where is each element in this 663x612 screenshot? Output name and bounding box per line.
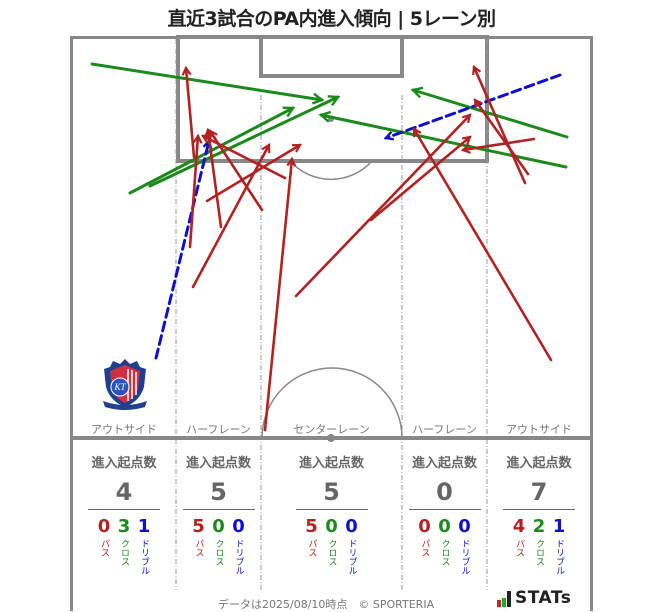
brand-name: STATs [515,588,572,608]
svg-text:KT: KT [113,382,126,392]
pass-label: パス [99,539,109,557]
dribble-count: 0 [232,516,245,537]
dribble-label: ドリブル [346,539,357,575]
cross-label: クロス [534,539,544,566]
dribble-count: 1 [552,516,566,537]
pass-arrow [473,100,530,176]
stats-logo: STATs [497,590,571,607]
pass-arrow [369,137,470,222]
pass-arrow [203,136,287,180]
stat-header: 進入起点数 [185,456,251,471]
lane-dividers [175,39,488,590]
entry-arrows [90,62,569,432]
dribble-count: 1 [137,516,151,537]
pass-arrow [186,68,196,159]
pass-arrow [263,159,292,432]
cross-label: クロス [213,539,224,566]
lane-stat-center: 進入起点数 5 5 パス 0 クロス 0 ドリブル [261,452,402,575]
cross-count: 0 [212,516,225,537]
lane-stat-outside-left: 進入起点数 4 0 パス 3 クロス 1 ドリブル [72,452,176,575]
cross-count: 0 [325,516,338,537]
dribble-count: 0 [458,516,471,537]
cross-label: クロス [439,539,450,566]
pass-label: パス [514,539,524,557]
stat-divider [295,509,368,510]
cross-label: クロス [119,539,129,566]
pass-count: 5 [305,516,318,537]
stat-total: 5 [323,478,340,506]
lane-stat-outside-right: 進入起点数 7 4 パス 2 クロス 1 ドリブル [487,452,591,575]
cross-label: クロス [326,539,337,566]
pass-arrow [412,129,553,362]
centre-spot [327,434,335,442]
pass-arrow [191,145,269,289]
stat-total: 0 [436,478,453,506]
lane-label-halflane-right: ハーフレーン [412,423,477,436]
pass-arrow [474,67,527,185]
dribble-label: ドリブル [459,539,470,575]
stat-header: 進入起点数 [298,456,364,471]
dribble-label: ドリブル [554,539,564,575]
bar-chart-icon [497,591,511,607]
pass-count: 4 [512,516,526,537]
cross-count: 2 [532,516,546,537]
lane-stat-halflane-left: 進入起点数 5 5 パス 0 クロス 0 ドリブル [176,452,261,575]
pass-label: パス [419,539,430,557]
dribble-arrow [154,141,209,360]
team-crest-icon: KT [103,359,147,410]
dribble-label: ドリブル [139,539,149,575]
page-title: 直近3試合のPA内進入傾向 | 5レーン別 [167,8,496,30]
stat-divider [88,509,160,510]
lane-label-outside-left: アウトサイド [91,423,157,436]
pass-arrow [463,137,536,150]
pass-label: パス [193,539,204,557]
cross-arrow [148,97,338,188]
lane-label-center: センターレーン [293,423,370,436]
pass-arrow [208,130,223,229]
pass-arrow [205,143,300,203]
stat-header: 進入起点数 [506,456,572,471]
centre-circle [261,367,403,439]
dribble-arrow [386,73,562,138]
pass-count: 0 [97,516,111,537]
pass-label: パス [306,539,317,557]
cross-count: 0 [438,516,451,537]
stat-total: 4 [115,478,133,506]
stat-divider [503,509,575,510]
cross-arrow [90,62,322,100]
stat-divider [182,509,255,510]
dribble-label: ドリブル [233,539,244,575]
stat-total: 5 [210,478,227,506]
pass-count: 0 [418,516,431,537]
stat-divider [408,509,481,510]
stat-header: 進入起点数 [411,456,477,471]
stat-total: 7 [530,478,548,506]
goal-area [259,35,404,78]
pass-arrow [294,115,470,298]
lane-label-halflane-left: ハーフレーン [186,423,251,436]
penalty-arc [289,160,373,181]
pass-arrow [188,136,198,249]
cross-arrow [413,90,569,139]
lane-label-outside-right: アウトサイド [506,423,572,436]
cross-count: 3 [117,516,131,537]
lane-stat-halflane-right: 進入起点数 0 0 パス 0 クロス 0 ドリブル [402,452,487,575]
pass-count: 5 [192,516,205,537]
stat-header: 進入起点数 [91,456,157,471]
dribble-count: 0 [345,516,358,537]
footer-credit: データは2025/08/10時点 © SPORTERIA [218,598,435,611]
